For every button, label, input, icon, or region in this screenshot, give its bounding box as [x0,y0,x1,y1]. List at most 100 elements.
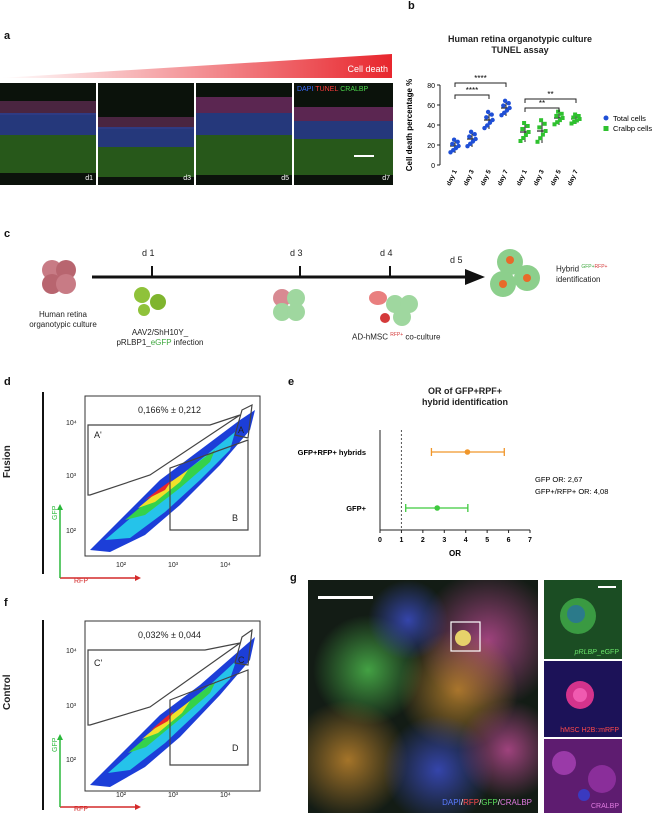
retina-caption-2: organotypic culture [29,320,97,329]
chart-b-title-line1: Human retina organotypic culture [447,34,593,44]
hybrid-pre: Hybrid [556,264,582,274]
data-point-total [506,101,511,106]
data-point-cralbp [571,115,576,120]
data-point-total [482,125,487,131]
day-label-d7: d7 [382,175,390,182]
row-label: GFP+RFP+ hybrids [298,448,366,457]
coculture-pre: AD-hMSC [352,332,391,342]
y-tick-label: 80 [427,83,435,90]
or-note-hybrid: GFP+/RFP+ OR: 4,08 [535,487,608,496]
data-point-total [485,109,491,115]
hybrid-caption: Hybrid GFP+RFP+ identification [556,262,607,285]
data-point-total [487,120,493,125]
micrograph-d5: d5 [196,83,292,185]
x-axis-title: OR [449,549,461,558]
data-point-cralbp [577,117,582,121]
control-ytick-4: 10⁴ [66,648,77,655]
stain-dapi: DAPI [297,86,314,93]
day-label-d5: d5 [281,175,289,182]
control-xtick-2: 10² [116,792,127,799]
day-label-d3: d3 [183,175,191,182]
y-tick-label: 20 [427,143,435,150]
aav-caption-2: pRLBP1_eGFP infection [100,338,220,348]
control-y-axis: GFP [52,737,59,752]
or-point [434,505,441,511]
legend-cralbp-marker [603,126,609,131]
timeline-d5: d 5 [450,255,463,265]
x-tick-label: 3 [442,537,446,544]
inset-cralbp: CRALBP [544,739,622,813]
fusion-y-axis: GFP [52,505,59,520]
data-point-cralbp [573,112,578,117]
micrograph-strip: d1 d3 d5 DAPI/TUNEL/CRALBP d7 [0,83,393,185]
sig-3-bracket [524,98,577,103]
timeline-d3: d 3 [290,248,303,258]
data-point-cralbp [523,133,528,137]
chart-b-title: Human retina organotypic culture TUNEL a… [420,34,620,56]
sig-4-label: ** [539,99,545,108]
gate-a: A [238,425,245,435]
sig-1-label: **** [474,74,486,83]
data-point-cralbp [535,139,540,144]
timeline-d1: d 1 [142,248,155,258]
panel-f-label: f [4,597,8,609]
x-tick-label: 6 [507,537,511,544]
data-point-cralbp [554,113,559,118]
data-point-cralbp [540,132,545,137]
fusion-bar [42,392,44,574]
chart-b-title-line2: TUNEL assay [491,45,549,55]
gate-d: D [232,743,239,753]
data-point-cralbp [521,136,526,140]
data-point-total [485,123,490,128]
hybrid-rfp: RFP+ [594,264,608,270]
hybrid-gfp: GFP+ [581,264,595,270]
panel-g-label: g [290,572,297,584]
panel-c-label: c [4,228,11,240]
row-label: GFP+ [346,504,366,513]
fusion-xtick-2: 10² [116,562,127,569]
inset-cralbp-label: CRALBP [590,803,619,810]
fusion-ytick-2: 10² [66,528,77,535]
y-tick-label: 0 [431,163,435,170]
coculture-post: co-culture [403,332,441,342]
control-xtick-4: 10⁴ [220,792,231,799]
x-tick-label: 4 [464,537,468,544]
legend-rfp: RFP [463,798,480,807]
data-point-total [502,98,508,103]
fusion-x-axis: RFP [74,578,88,585]
legend-cralbp: CRALBP [499,798,532,807]
confocal-main-image: DAPI/RFP/GFP/CRALBP [308,580,538,813]
y-tick-label: 60 [427,103,435,110]
x-tick-label: day 1 [515,169,529,187]
control-percent: 0,032% ± 0,044 [138,630,201,640]
control-bar [42,620,44,810]
data-point-total [489,112,494,117]
x-tick-label: 1 [399,537,403,544]
confocal-legend: DAPI/RFP/GFP/CRALBP [442,798,532,807]
data-point-cralbp [539,118,544,123]
data-point-cralbp [574,118,579,123]
fusion-xtick-4: 10⁴ [220,562,231,569]
aav-caption-pre: pRLBP1_ [116,338,151,347]
x-tick-label: day 3 [532,169,546,187]
sig-3-label: ** [547,90,553,99]
aav-caption-1: AAV2/ShH10Y_ [131,328,189,337]
control-xtick-3: 10³ [168,792,179,799]
retina-caption: Human retina organotypic culture [8,310,118,330]
data-point-total [501,103,506,108]
legend-cralbp-label: Cralbp cells [613,124,652,133]
or-point [464,449,471,455]
inset-rfp: hMSC H2B::mRFP [544,661,622,737]
fusion-ytick-4: 10⁴ [66,420,77,427]
control-label: Control [2,674,13,710]
data-point-cralbp [542,121,547,126]
data-point-total [455,139,460,144]
control-ytick-2: 10² [66,757,77,764]
data-point-total [468,129,474,134]
aav-virus-icon [134,287,166,316]
micrograph-d7: DAPI/TUNEL/CRALBP d7 [294,83,393,185]
data-point-total [484,115,489,120]
coculture-sup: RFP+ [390,332,404,338]
inset-gfp-label-post: _eGFP [596,649,619,656]
